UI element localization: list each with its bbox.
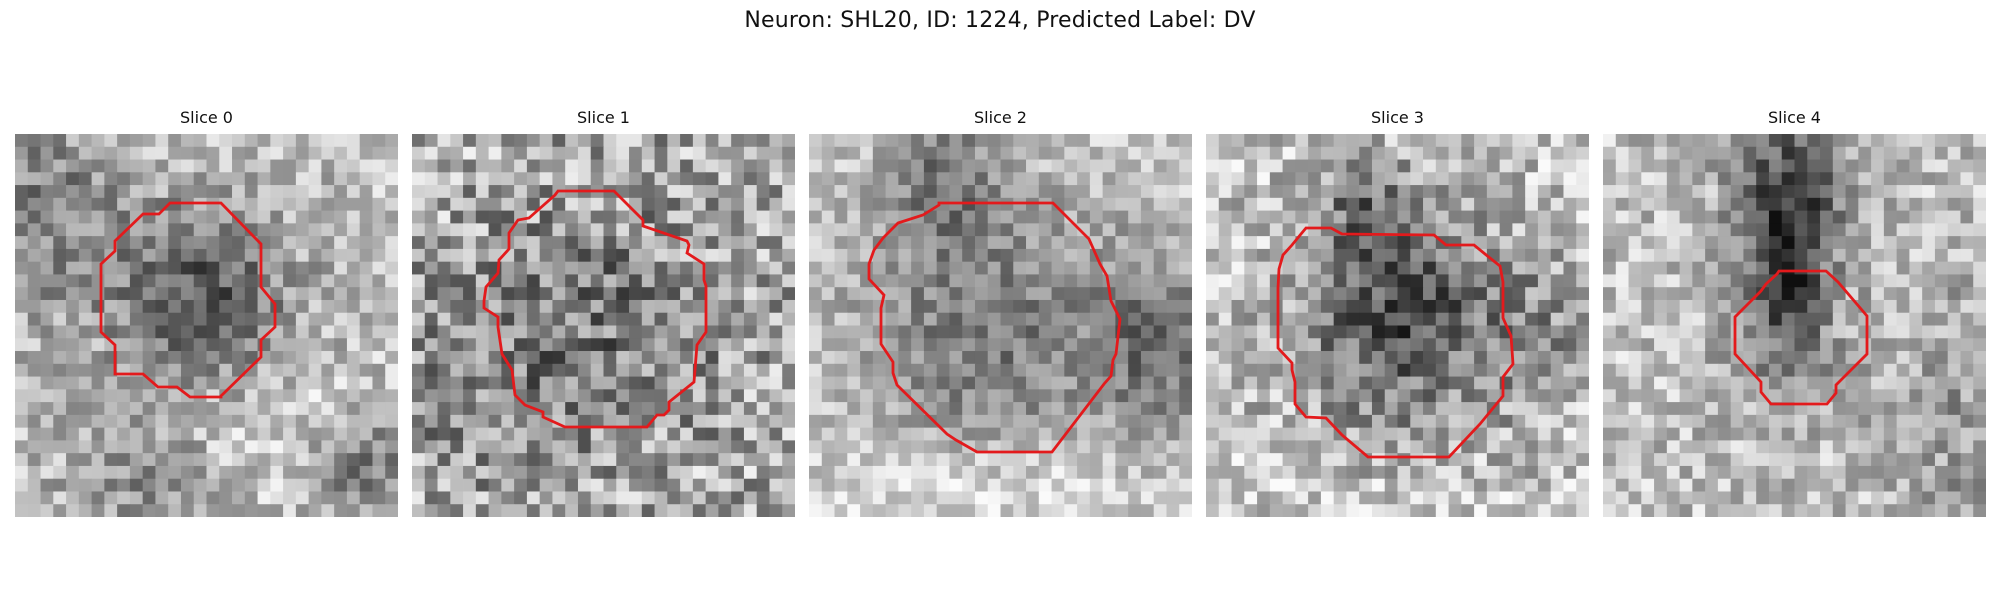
slice-image-0 [15,134,398,517]
neuron-contour-3 [1276,226,1515,459]
slice-image-4 [1603,134,1986,517]
neuron-contour-2 [867,201,1122,454]
neuron-contour-0 [99,201,277,399]
neuron-contour-4 [1733,269,1869,406]
slice-panel-0: Slice 0 [15,108,398,518]
slice-panel-3: Slice 3 [1206,108,1589,518]
neuron-contour-1 [482,189,708,429]
slice-title-3: Slice 3 [1371,108,1424,127]
slice-title-0: Slice 0 [180,108,233,127]
slice-image-3 [1206,134,1589,517]
slice-panel-2: Slice 2 [809,108,1192,518]
slice-image-1 [412,134,795,517]
slice-title-2: Slice 2 [974,108,1027,127]
slice-title-4: Slice 4 [1768,108,1821,127]
slice-panel-4: Slice 4 [1603,108,1986,518]
slice-image-2 [809,134,1192,517]
slice-panel-1: Slice 1 [412,108,795,518]
figure-title: Neuron: SHL20, ID: 1224, Predicted Label… [744,8,1256,33]
slice-title-1: Slice 1 [577,108,630,127]
